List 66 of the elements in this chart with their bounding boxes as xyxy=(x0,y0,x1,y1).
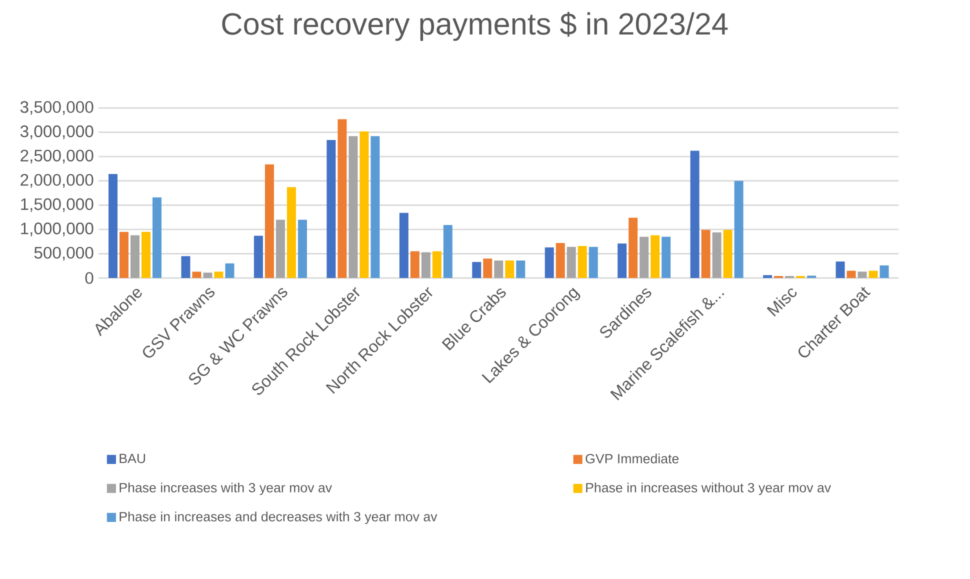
bar xyxy=(516,260,526,278)
bar xyxy=(203,272,212,278)
bar xyxy=(399,212,408,278)
bar xyxy=(650,235,660,278)
y-tick-label: 2,500,000 xyxy=(20,150,94,164)
bar xyxy=(712,232,722,278)
bar xyxy=(108,174,118,278)
x-tick-label: Misc xyxy=(766,288,797,316)
bar xyxy=(723,230,732,278)
y-tick-label: 500,000 xyxy=(34,246,94,261)
bar xyxy=(472,262,482,278)
bar xyxy=(544,247,554,278)
y-tick-label: 0 xyxy=(85,272,94,284)
bar xyxy=(662,236,671,278)
bar xyxy=(370,136,380,278)
bar xyxy=(130,235,140,278)
bar xyxy=(578,246,587,278)
bar xyxy=(225,263,234,278)
bar xyxy=(618,244,627,278)
legend-label: Phase increases with 3 year mov av xyxy=(120,482,332,496)
bar xyxy=(254,236,263,278)
bar xyxy=(868,270,878,278)
y-tick-label: 3,500,000 xyxy=(20,101,94,115)
bar xyxy=(588,246,598,278)
bar xyxy=(338,119,347,278)
bar xyxy=(836,261,845,278)
bar xyxy=(360,131,369,278)
legend-label: Phase in increases without 3 year mov av xyxy=(586,482,832,496)
bar xyxy=(276,220,285,278)
bar xyxy=(858,272,867,278)
bar xyxy=(421,252,430,278)
bar xyxy=(483,258,492,278)
bar xyxy=(298,220,307,278)
bar xyxy=(566,246,576,278)
bar xyxy=(348,136,358,278)
y-tick-label: 1,500,000 xyxy=(21,198,94,212)
bar xyxy=(556,243,565,278)
bar xyxy=(142,232,151,278)
bar xyxy=(120,232,129,278)
bar xyxy=(494,260,504,278)
bar xyxy=(432,251,442,278)
bar xyxy=(443,225,452,278)
bar xyxy=(264,164,274,278)
bar xyxy=(152,197,162,278)
legend-label: GVP Immediate xyxy=(586,454,679,464)
bar xyxy=(628,218,638,278)
bar xyxy=(763,275,772,278)
bar xyxy=(846,270,856,278)
bar xyxy=(326,140,336,278)
bar xyxy=(181,256,190,278)
bar xyxy=(880,265,889,278)
y-tick-label: 2,000,000 xyxy=(20,174,94,188)
bar xyxy=(734,180,744,278)
bar xyxy=(214,272,224,278)
bar xyxy=(192,272,202,278)
bar xyxy=(640,236,649,278)
bar xyxy=(505,260,514,278)
y-tick-label: 1,000,000 xyxy=(21,222,94,236)
bar xyxy=(690,150,700,278)
chart-title: Cost recovery payments $ in 2023/24 xyxy=(222,12,728,41)
bar xyxy=(286,187,296,278)
bar xyxy=(410,251,420,278)
y-tick-label: 3,000,000 xyxy=(20,125,94,140)
legend-label: Phase in increases and decreases with 3 year mov av xyxy=(120,512,438,524)
legend-label: BAU xyxy=(120,454,146,464)
bar xyxy=(701,230,710,278)
